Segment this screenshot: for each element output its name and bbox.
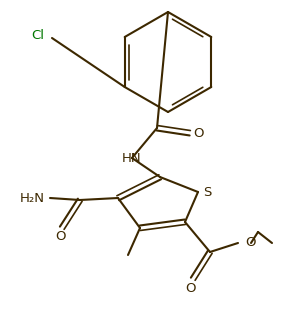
Text: O: O [194, 126, 204, 139]
Text: O: O [245, 236, 255, 249]
Text: Cl: Cl [32, 28, 44, 41]
Text: H₂N: H₂N [19, 192, 44, 205]
Text: O: O [186, 281, 196, 294]
Text: S: S [203, 187, 211, 200]
Text: HN: HN [122, 151, 142, 164]
Text: O: O [55, 231, 65, 243]
